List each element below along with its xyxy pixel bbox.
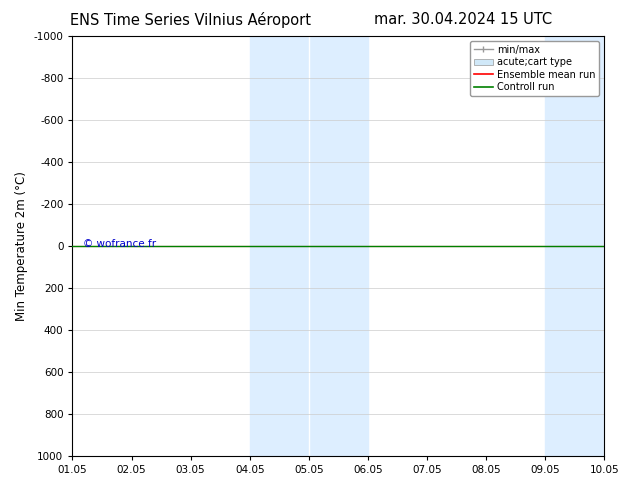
Text: ENS Time Series Vilnius Aéroport: ENS Time Series Vilnius Aéroport (70, 12, 311, 28)
Text: mar. 30.04.2024 15 UTC: mar. 30.04.2024 15 UTC (374, 12, 552, 27)
Bar (545, 36, 634, 456)
Y-axis label: Min Temperature 2m (°C): Min Temperature 2m (°C) (15, 171, 28, 321)
Bar (250, 36, 368, 456)
Legend: min/max, acute;cart type, Ensemble mean run, Controll run: min/max, acute;cart type, Ensemble mean … (470, 41, 599, 96)
Text: © wofrance.fr: © wofrance.fr (83, 239, 156, 249)
